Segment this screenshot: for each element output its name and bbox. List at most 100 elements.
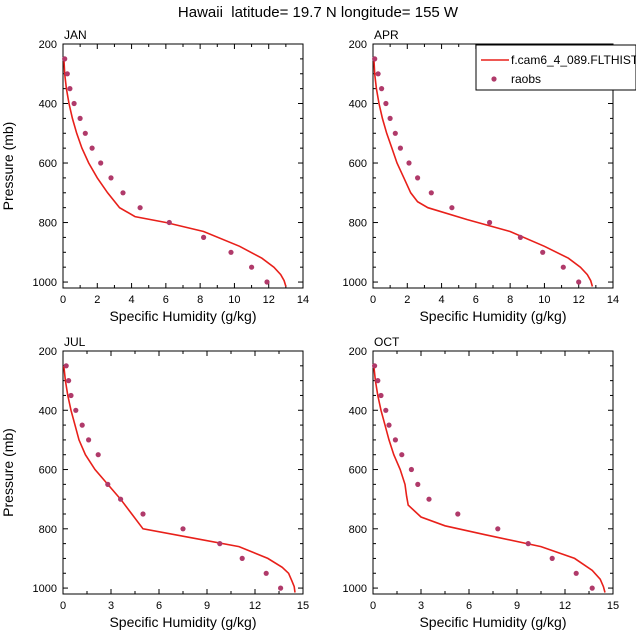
y-tick-label: 800 (349, 524, 367, 536)
raobs-point (89, 145, 95, 151)
raobs-point (67, 86, 73, 92)
y-tick-label: 1000 (343, 583, 367, 595)
panel-jan: 0 2 4 6 8 10 12 14 200 400 600 800 1000 JAN Specific H… (0, 28, 309, 324)
raobs-point (426, 496, 432, 502)
legend-label-raobs: raobs (511, 72, 541, 86)
x-tick-label: 8 (507, 294, 513, 306)
x-tick-label: 0 (370, 600, 376, 612)
model-series-line (373, 58, 594, 287)
x-tick-label: 3 (418, 600, 424, 612)
raobs-point (77, 115, 83, 121)
panels: 0 2 4 6 8 10 12 14 200 400 600 800 1000 JAN Specific H… (0, 28, 619, 630)
y-tick-label: 200 (39, 346, 57, 358)
y-tick-label: 1000 (343, 277, 367, 289)
raobs-point (415, 481, 421, 487)
x-tick-label: 4 (129, 294, 135, 306)
raobs-point (71, 100, 77, 107)
x-tick-label: 9 (204, 600, 210, 612)
x-tick-label: 3 (108, 600, 114, 612)
panel-title: JAN (64, 28, 87, 42)
raobs-point (383, 100, 389, 107)
y-tick-label: 200 (349, 346, 367, 358)
raobs-point (98, 160, 104, 166)
y-tick-label: 400 (39, 405, 57, 417)
model-series-line (63, 58, 287, 287)
x-tick-label: 10 (538, 294, 550, 306)
y-tick-label: 200 (39, 39, 57, 51)
y-tick-label: 800 (39, 524, 57, 536)
legend: f.cam6_4_089.FLTHIST raobs (475, 44, 636, 91)
raobs-point (95, 452, 101, 458)
plot-frame (372, 350, 614, 595)
raobs-point (525, 541, 531, 547)
raobs-point (217, 541, 223, 547)
x-tick-label: 4 (439, 294, 445, 306)
raobs-point (378, 392, 384, 399)
x-tick-label: 10 (228, 294, 240, 306)
x-axis-label: Specific Humidity (g/kg) (109, 308, 256, 324)
x-axis-label: Specific Humidity (g/kg) (109, 614, 256, 630)
x-tick-label: 12 (249, 600, 261, 612)
raobs-point (180, 526, 186, 532)
raobs-point (487, 219, 493, 226)
raobs-point (166, 219, 172, 226)
raobs-point (379, 86, 385, 92)
raobs-point (201, 234, 207, 240)
raobs-point (540, 249, 546, 255)
raobs-point (397, 145, 403, 151)
raobs-point (264, 279, 270, 285)
raobs-point (228, 249, 234, 255)
legend-marker-swatch (491, 76, 497, 82)
y-tick-label: 600 (349, 465, 367, 477)
x-tick-label: 6 (473, 294, 479, 306)
raobs-point (82, 130, 88, 136)
x-tick-label: 2 (404, 294, 410, 306)
raobs-point (372, 363, 378, 369)
raobs-point (383, 407, 389, 413)
legend-box (475, 44, 636, 91)
raobs-point (549, 555, 555, 562)
raobs-point (68, 392, 74, 399)
raobs-point (408, 466, 414, 473)
x-tick-label: 15 (297, 600, 309, 612)
y-tick-label: 800 (39, 218, 57, 230)
y-tick-label: 400 (349, 99, 367, 111)
raobs-point (406, 160, 412, 166)
raobs-point (372, 56, 378, 62)
y-tick-label: 1000 (33, 583, 57, 595)
y-tick-label: 400 (39, 99, 57, 111)
raobs-point (573, 570, 579, 576)
raobs-point (108, 175, 114, 181)
raobs-point (589, 585, 595, 591)
x-tick-label: 8 (197, 294, 203, 306)
panel-title: JUL (64, 335, 86, 349)
raobs-point (79, 422, 85, 428)
x-tick-label: 6 (156, 600, 162, 612)
raobs-point (449, 205, 455, 211)
y-tick-label: 800 (349, 218, 367, 230)
raobs-point (137, 205, 143, 211)
panel-title: OCT (374, 335, 400, 349)
raobs-point (455, 511, 461, 517)
raobs-point (387, 115, 393, 121)
raobs-point (140, 511, 146, 517)
raobs-point (517, 234, 524, 240)
x-tick-label: 9 (514, 600, 520, 612)
x-axis-label: Specific Humidity (g/kg) (419, 308, 566, 324)
x-tick-label: 12 (263, 294, 275, 306)
x-tick-label: 12 (573, 294, 585, 306)
raobs-point (415, 175, 421, 181)
raobs-point (392, 130, 398, 136)
y-tick-label: 600 (39, 465, 57, 477)
raobs-point (118, 496, 124, 502)
panel-title: APR (374, 28, 399, 42)
y-tick-label: 600 (39, 158, 57, 170)
x-axis-label: Specific Humidity (g/kg) (419, 614, 566, 630)
x-tick-label: 14 (297, 294, 309, 306)
raobs-point (392, 437, 398, 443)
y-axis-label: Pressure (mb) (0, 122, 16, 211)
x-tick-label: 6 (466, 600, 472, 612)
panel-apr: 0 2 4 6 8 10 12 14 200 400 600 800 1000 APR Specific H… (343, 28, 620, 324)
raobs-point (576, 279, 582, 285)
